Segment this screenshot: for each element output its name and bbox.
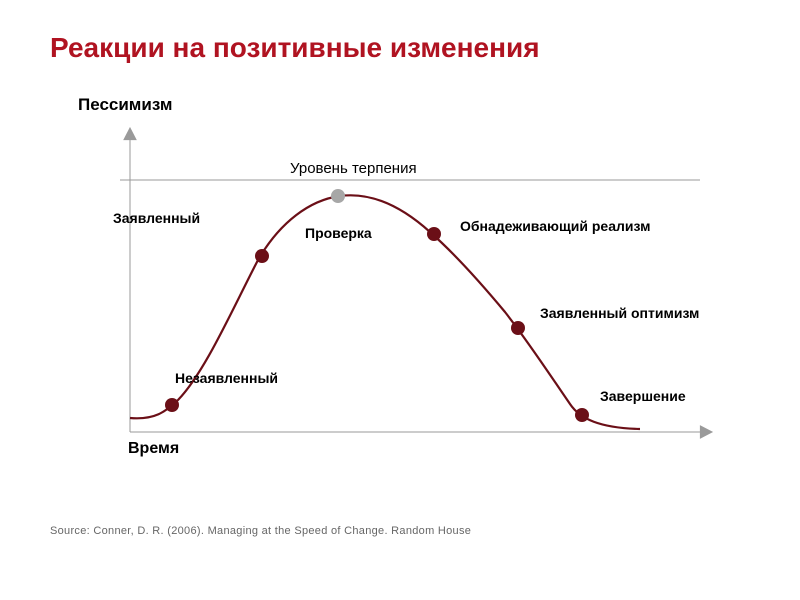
point-label-0: Незаявленный	[175, 370, 278, 386]
curve-point-5	[575, 408, 589, 422]
point-label-5: Завершение	[600, 388, 686, 404]
slide: Реакции на позитивные изменения Пессимиз…	[0, 0, 800, 600]
curve-point-2	[331, 189, 345, 203]
curve-point-0	[165, 398, 179, 412]
chart	[0, 0, 800, 600]
curve-point-1	[255, 249, 269, 263]
point-label-2: Проверка	[305, 225, 372, 241]
curve-point-3	[427, 227, 441, 241]
source-citation: Source: Conner, D. R. (2006). Managing a…	[50, 525, 471, 537]
point-label-3: Обнадеживающий реализм	[460, 218, 650, 234]
source-text: Source: Conner, D. R. (2006). Managing a…	[50, 525, 471, 537]
x-axis-arrow-icon	[700, 426, 712, 438]
point-label-1: Заявленный	[113, 210, 200, 226]
y-axis-arrow-icon	[124, 128, 136, 140]
point-label-4: Заявленный оптимизм	[540, 305, 699, 321]
curve-point-4	[511, 321, 525, 335]
